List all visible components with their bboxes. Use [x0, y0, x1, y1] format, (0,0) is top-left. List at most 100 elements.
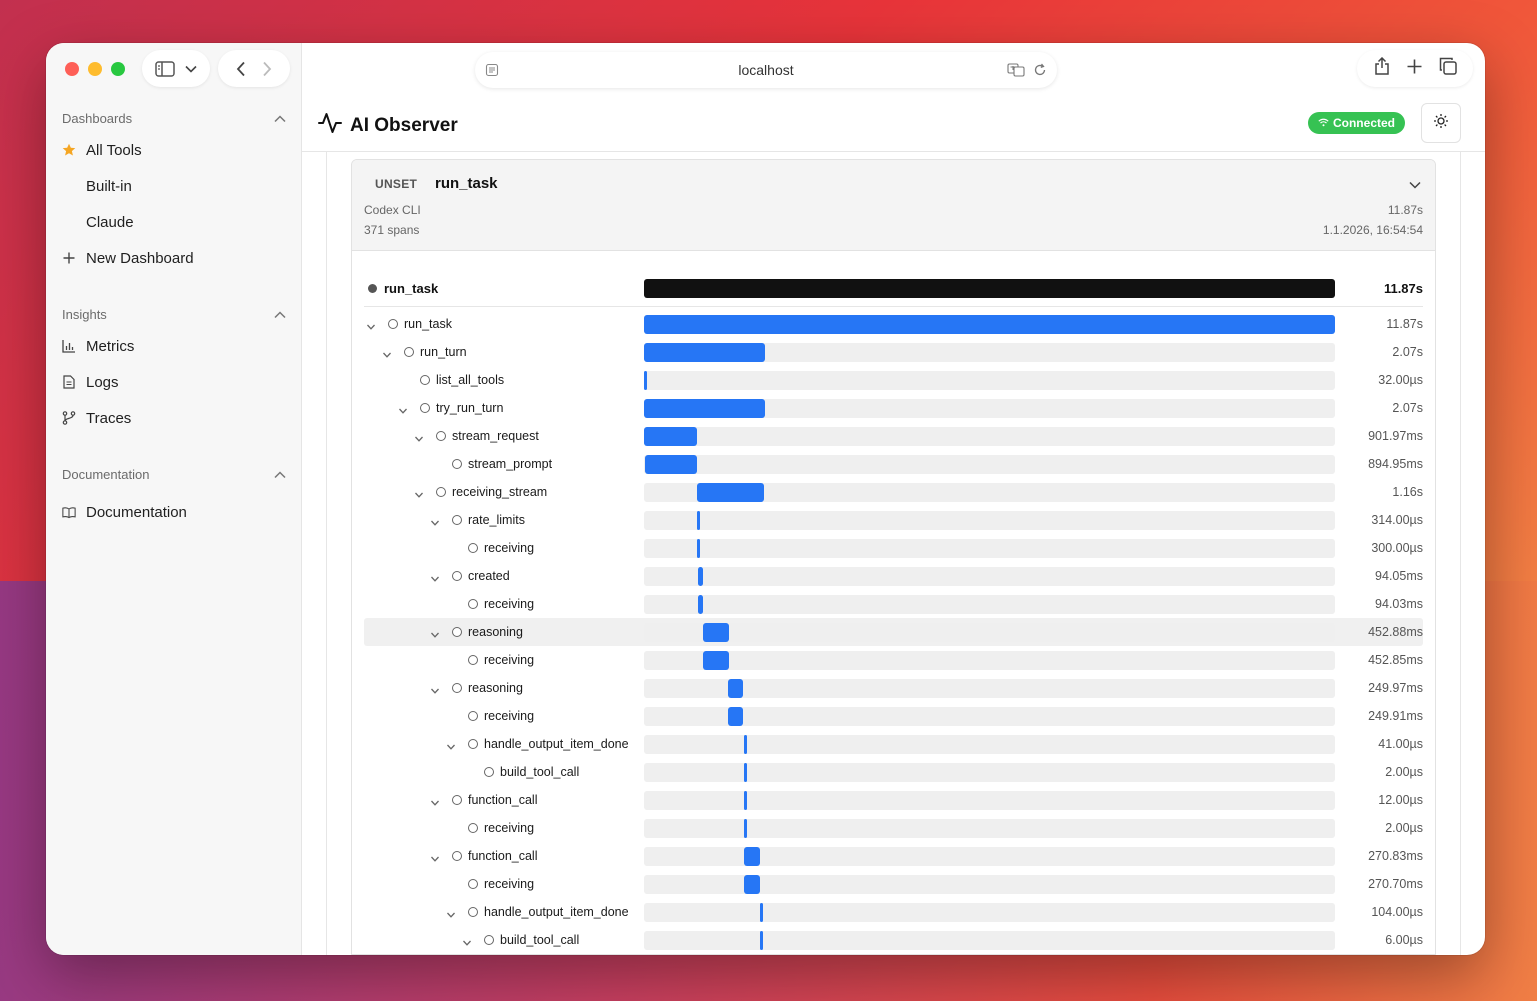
span-row[interactable]: list_all_tools 32.00µs — [364, 366, 1423, 394]
section-header[interactable]: Insights — [46, 302, 302, 326]
span-row[interactable]: receiving 94.03ms — [364, 590, 1423, 618]
brand[interactable]: AI Observer — [318, 111, 458, 140]
chevron-up-icon[interactable] — [274, 111, 286, 126]
chevron-down-icon[interactable] — [398, 403, 408, 421]
zoom-window-button[interactable] — [111, 62, 125, 76]
chevron-down-icon[interactable] — [462, 935, 472, 953]
span-name: handle_output_item_done — [484, 737, 629, 751]
span-timeline-bar — [759, 931, 763, 950]
section-title: Insights — [62, 306, 107, 322]
sidebar-item-logs[interactable]: Logs — [46, 364, 302, 400]
chevron-down-icon[interactable] — [446, 907, 456, 925]
sidebar-item-built-in[interactable]: Built-in — [46, 168, 302, 204]
span-row[interactable]: receiving 270.70ms — [364, 870, 1423, 898]
sidebar-toggle-icon[interactable] — [155, 60, 175, 77]
span-status-circle — [452, 683, 462, 693]
span-row[interactable]: stream_request 901.97ms — [364, 422, 1423, 450]
span-row[interactable]: run_turn 2.07s — [364, 338, 1423, 366]
span-row[interactable]: receiving 2.00µs — [364, 814, 1423, 842]
chevron-down-icon[interactable] — [414, 431, 424, 449]
span-row[interactable]: build_tool_call 6.00µs — [364, 926, 1423, 954]
chevron-down-icon[interactable] — [1409, 176, 1421, 194]
root-dot — [368, 284, 377, 293]
span-row[interactable]: stream_prompt 894.95ms — [364, 450, 1423, 478]
section-header[interactable]: Documentation — [46, 462, 302, 486]
span-timeline-bar — [702, 651, 730, 670]
sidebar-item-traces[interactable]: Traces — [46, 400, 302, 436]
chevron-down-icon[interactable] — [430, 851, 440, 869]
span-timeline-track — [644, 511, 1335, 530]
section-header[interactable]: Dashboards — [46, 106, 302, 130]
address-actions — [1007, 63, 1047, 80]
minimize-window-button[interactable] — [88, 62, 102, 76]
root-span-duration: 11.87s — [1383, 281, 1423, 296]
span-name: try_run_turn — [436, 401, 504, 415]
chevron-down-icon[interactable] — [430, 627, 440, 645]
span-row[interactable]: receiving 300.00µs — [364, 534, 1423, 562]
plus-icon — [62, 251, 76, 265]
root-span-summary[interactable]: run_task 11.87s — [364, 263, 1423, 307]
close-window-button[interactable] — [65, 62, 79, 76]
sidebar-item-new-dashboard[interactable]: New Dashboard — [46, 240, 302, 276]
span-row[interactable]: try_run_turn 2.07s — [364, 394, 1423, 422]
new-tab-icon[interactable] — [1407, 59, 1422, 79]
sidebar-item-claude[interactable]: Claude — [46, 204, 302, 240]
chevron-down-icon[interactable] — [430, 571, 440, 589]
translate-icon[interactable] — [1007, 63, 1025, 80]
span-row[interactable]: receiving 452.85ms — [364, 646, 1423, 674]
span-timeline-bar — [744, 735, 748, 754]
span-row[interactable]: handle_output_item_done 104.00µs — [364, 898, 1423, 926]
span-status-circle — [468, 739, 478, 749]
span-status-circle — [436, 431, 446, 441]
span-row[interactable]: receiving_stream 1.16s — [364, 478, 1423, 506]
span-row[interactable]: function_call 270.83ms — [364, 842, 1423, 870]
document-icon — [62, 375, 76, 389]
chevron-down-icon[interactable] — [414, 487, 424, 505]
share-icon[interactable] — [1374, 56, 1390, 80]
book-icon — [62, 505, 76, 519]
span-timeline-track — [644, 483, 1335, 502]
span-row[interactable]: function_call 12.00µs — [364, 786, 1423, 814]
chevron-down-icon[interactable] — [430, 795, 440, 813]
span-timeline-track — [644, 399, 1335, 418]
span-row[interactable]: build_tool_call 2.00µs — [364, 758, 1423, 786]
span-name: function_call — [468, 793, 538, 807]
span-row[interactable]: receiving 249.91ms — [364, 702, 1423, 730]
chevron-up-icon[interactable] — [274, 307, 286, 322]
theme-toggle-button[interactable] — [1421, 103, 1461, 143]
span-timeline-bar — [696, 483, 765, 502]
tabs-overview-icon[interactable] — [1439, 57, 1457, 80]
chevron-up-icon[interactable] — [274, 467, 286, 482]
span-duration: 270.83ms — [1368, 849, 1423, 863]
span-row[interactable]: rate_limits 314.00µs — [364, 506, 1423, 534]
span-status-circle — [452, 571, 462, 581]
span-row[interactable]: created 94.05ms — [364, 562, 1423, 590]
chevron-down-icon[interactable] — [446, 739, 456, 757]
address-bar[interactable]: localhost — [475, 52, 1057, 88]
span-name: build_tool_call — [500, 765, 580, 779]
span-row[interactable]: reasoning 452.88ms — [364, 618, 1423, 646]
span-row[interactable]: run_task 11.87s — [364, 310, 1423, 338]
chevron-down-icon[interactable] — [382, 347, 392, 365]
sidebar-item-all-tools[interactable]: All Tools — [46, 132, 302, 168]
chevron-down-icon[interactable] — [430, 515, 440, 533]
content-frame — [326, 152, 1461, 955]
chevron-down-icon[interactable] — [366, 319, 376, 337]
sidebar-toggle-group[interactable] — [142, 50, 210, 87]
sidebar-item-metrics[interactable]: Metrics — [46, 328, 302, 364]
chevron-down-icon[interactable] — [430, 683, 440, 701]
span-status-circle — [468, 599, 478, 609]
chevron-down-icon[interactable] — [185, 65, 197, 73]
span-row[interactable]: reasoning 249.97ms — [364, 674, 1423, 702]
reader-icon[interactable] — [485, 63, 499, 80]
forward-icon[interactable] — [262, 61, 272, 77]
star-icon — [62, 143, 76, 157]
span-row[interactable]: handle_output_item_done 41.00µs — [364, 730, 1423, 758]
span-status-circle — [468, 711, 478, 721]
reload-icon[interactable] — [1033, 63, 1047, 80]
span-timeline-track — [644, 931, 1335, 950]
sidebar-item-documentation[interactable]: Documentation — [46, 494, 302, 530]
trace-header[interactable]: UNSET run_task Codex CLI 371 spans 11.87… — [352, 160, 1435, 251]
span-name: created — [468, 569, 510, 583]
back-icon[interactable] — [236, 61, 246, 77]
